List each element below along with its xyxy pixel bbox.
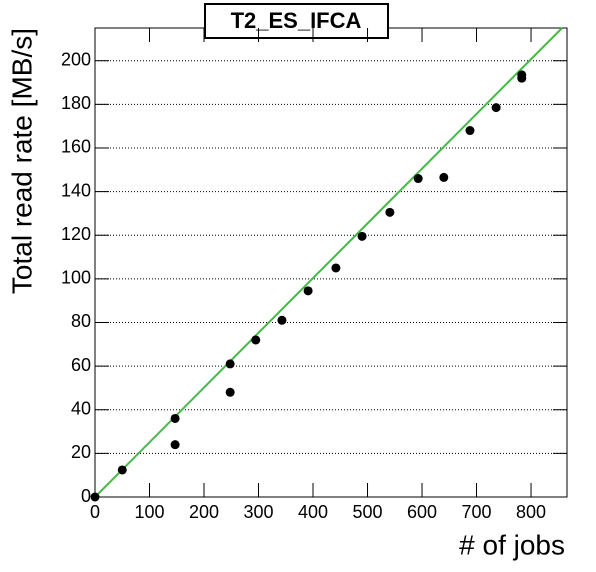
y-tick-label: 20	[71, 442, 91, 462]
x-axis-label: # of jobs	[459, 529, 565, 560]
data-point	[90, 492, 100, 502]
data-point	[303, 286, 313, 296]
x-tick-label: 200	[189, 502, 219, 522]
data-point	[170, 440, 180, 450]
data-point	[331, 263, 341, 273]
y-tick-label: 120	[61, 224, 91, 244]
y-tick-label: 80	[71, 311, 91, 331]
y-axis-label: Total read rate [MB/s]	[6, 28, 37, 294]
data-point	[465, 126, 475, 136]
y-tick-label: 60	[71, 355, 91, 375]
y-tick-label: 160	[61, 137, 91, 157]
x-tick-label: 400	[298, 502, 328, 522]
y-tick-label: 40	[71, 398, 91, 418]
fit-line	[94, 27, 563, 498]
title-box	[204, 3, 389, 39]
data-point	[439, 172, 449, 182]
data-point	[117, 465, 127, 475]
data-point	[225, 359, 235, 369]
data-point	[385, 207, 395, 217]
data-point	[517, 70, 527, 80]
data-point	[413, 174, 423, 184]
chart-title: T2_ES_IFCA	[231, 8, 362, 33]
data-point	[277, 315, 287, 325]
y-tick-label: 100	[61, 268, 91, 288]
y-tick-label: 180	[61, 93, 91, 113]
x-tick-label: 100	[134, 502, 164, 522]
data-point	[225, 387, 235, 397]
y-tick-label: 0	[81, 486, 91, 506]
x-tick-label: 0	[90, 502, 100, 522]
data-point	[357, 231, 367, 241]
x-tick-label: 800	[516, 502, 546, 522]
data-point	[251, 335, 261, 345]
x-tick-label: 700	[462, 502, 492, 522]
x-tick-label: 300	[243, 502, 273, 522]
y-tick-label: 140	[61, 180, 91, 200]
x-tick-label: 500	[352, 502, 382, 522]
data-point	[170, 413, 180, 423]
x-tick-label: 600	[407, 502, 437, 522]
y-tick-label: 200	[61, 49, 91, 69]
data-point	[491, 103, 501, 113]
